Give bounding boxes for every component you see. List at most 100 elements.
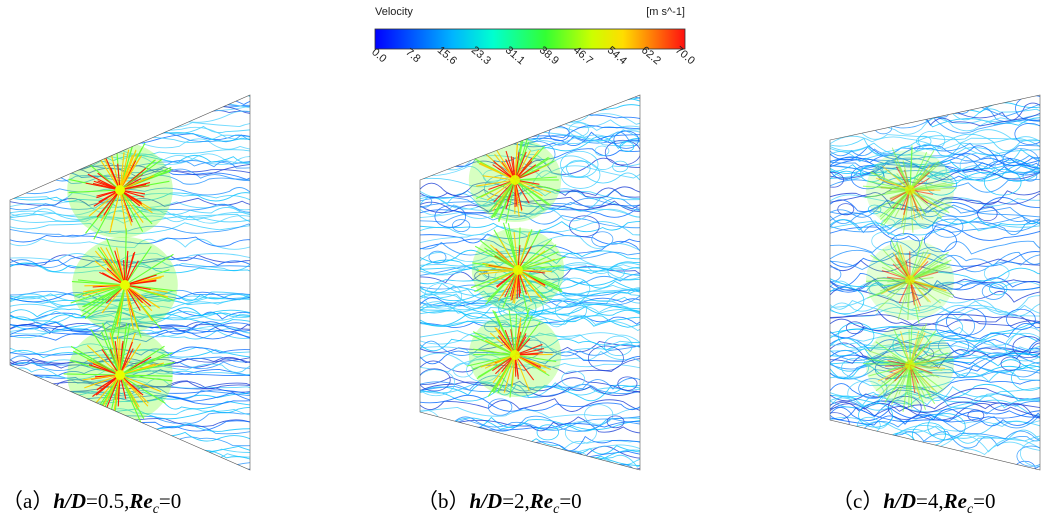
jet-ray	[119, 353, 165, 376]
vortex	[554, 299, 587, 322]
vortex	[504, 95, 532, 108]
vortex	[560, 150, 599, 178]
jet-ray	[517, 231, 531, 271]
streamline	[830, 142, 1040, 157]
vortex	[526, 125, 540, 136]
jet-core	[905, 185, 915, 195]
jet-ray	[517, 244, 557, 271]
jet-ray	[70, 284, 126, 304]
streamline	[830, 272, 1040, 290]
jet-ray	[466, 354, 516, 367]
jet-ray	[119, 182, 151, 191]
streamline	[10, 132, 250, 145]
jet-ray	[909, 364, 943, 390]
caption: （c）h/D=4,Rec=0	[832, 489, 996, 517]
vortex	[1011, 364, 1040, 391]
streamline	[830, 258, 1040, 274]
jet-ray	[517, 269, 560, 288]
jet-ray	[489, 269, 519, 301]
vortex	[959, 152, 996, 179]
jet-ray	[84, 374, 121, 389]
jet-ray	[119, 374, 166, 404]
jet-ray	[909, 149, 935, 191]
streamline	[420, 339, 640, 357]
panel-c-frame	[829, 94, 1041, 471]
jet-ray	[503, 354, 516, 393]
jet-ray	[875, 341, 911, 366]
jet-ray	[102, 322, 121, 376]
jet-ray	[909, 189, 938, 208]
streamline	[830, 154, 1040, 172]
jet-ray	[119, 345, 165, 376]
streamline	[420, 299, 640, 316]
jet-ray	[517, 269, 546, 288]
streamline	[420, 394, 640, 412]
jet-ray	[909, 189, 943, 218]
vortex	[569, 215, 600, 238]
vortex	[536, 424, 559, 441]
streamline	[10, 436, 250, 448]
jet-ray	[514, 179, 523, 211]
streamline	[830, 135, 1040, 153]
vortex	[1016, 445, 1040, 467]
streamline	[420, 314, 640, 332]
jet-ray	[470, 334, 516, 356]
vortex	[1006, 308, 1036, 330]
jet-ray	[505, 179, 516, 224]
streamline	[10, 327, 250, 340]
vortex	[424, 282, 463, 310]
streamline	[420, 204, 640, 218]
streamline	[830, 216, 1040, 232]
vortex	[420, 368, 451, 392]
streamline	[10, 292, 250, 304]
colorbar	[374, 28, 686, 50]
vortex	[946, 307, 987, 336]
jet-ray	[88, 364, 121, 376]
caption-part: h/D	[53, 489, 86, 513]
streamline	[420, 221, 640, 233]
streamline	[10, 321, 250, 332]
jet-ray	[80, 284, 126, 317]
jet-ray	[116, 336, 121, 376]
jet-ray	[119, 152, 125, 191]
jet-ray	[93, 189, 121, 240]
panel-a-streamlines	[10, 95, 250, 470]
jet-ray	[514, 144, 518, 181]
jet-ray	[507, 229, 519, 271]
vortex	[420, 369, 456, 397]
jet-core	[115, 370, 125, 380]
streamline	[10, 317, 250, 331]
jet-ray	[878, 178, 911, 191]
jet-ray	[124, 251, 136, 286]
jet-ray	[505, 150, 516, 181]
jet-ray	[495, 327, 516, 356]
vortex	[935, 311, 976, 340]
streamline	[830, 192, 1040, 211]
streamline	[10, 375, 250, 390]
streamline	[420, 406, 640, 419]
jet-ray	[514, 323, 522, 356]
jet-ray	[124, 228, 127, 286]
jet-ray	[517, 269, 541, 299]
vortex	[1012, 336, 1040, 359]
streamline	[420, 358, 640, 375]
streamline	[830, 281, 1040, 293]
jet-ray	[909, 151, 928, 191]
vortex	[420, 409, 440, 433]
jet-ray	[490, 179, 516, 219]
vortex	[916, 135, 932, 147]
jet-ray	[890, 364, 911, 405]
jet-core	[510, 175, 520, 185]
jet-ray	[512, 269, 519, 304]
jet-ray	[479, 162, 516, 181]
vortex	[564, 421, 597, 444]
jet-ray	[909, 330, 920, 366]
vortex	[1002, 148, 1040, 175]
vortex	[890, 233, 921, 255]
streamline	[10, 346, 250, 356]
caption-part: c	[153, 502, 160, 517]
colorbar-title: Velocity	[375, 6, 413, 18]
jet-ray	[105, 158, 121, 191]
streamline	[10, 449, 250, 461]
jet-ray	[474, 245, 519, 271]
